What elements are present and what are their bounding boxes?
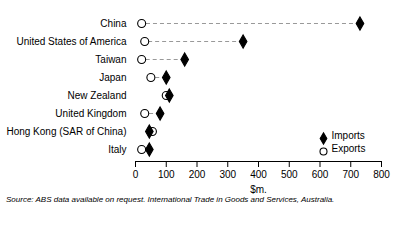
svg-text:100: 100 bbox=[158, 169, 175, 180]
html-text:Source: ABS data available on: Source: ABS data available on request. I… bbox=[6, 195, 335, 204]
svg-text:200: 200 bbox=[189, 169, 206, 180]
svg-text:700: 700 bbox=[342, 169, 359, 180]
svg-text:800: 800 bbox=[373, 169, 390, 180]
svg-text:300: 300 bbox=[219, 169, 236, 180]
svg-text:600: 600 bbox=[312, 169, 329, 180]
svg-text:United States of America: United States of America bbox=[16, 36, 126, 47]
svg-text:Taiwan: Taiwan bbox=[95, 54, 126, 65]
svg-text:$m.: $m. bbox=[250, 184, 267, 195]
svg-text:China: China bbox=[100, 18, 127, 29]
svg-text:Imports: Imports bbox=[332, 130, 365, 141]
svg-text:400: 400 bbox=[250, 169, 267, 180]
svg-text:New Zealand: New Zealand bbox=[68, 90, 127, 101]
svg-text:0: 0 bbox=[133, 169, 139, 180]
svg-text:Italy: Italy bbox=[108, 144, 126, 155]
svg-text:United Kingdom: United Kingdom bbox=[55, 108, 126, 119]
svg-text:Japan: Japan bbox=[99, 72, 126, 83]
svg-text:500: 500 bbox=[281, 169, 298, 180]
svg-text:Exports: Exports bbox=[332, 143, 366, 154]
svg-text:Hong Kong (SAR of China): Hong Kong (SAR of China) bbox=[6, 126, 126, 137]
